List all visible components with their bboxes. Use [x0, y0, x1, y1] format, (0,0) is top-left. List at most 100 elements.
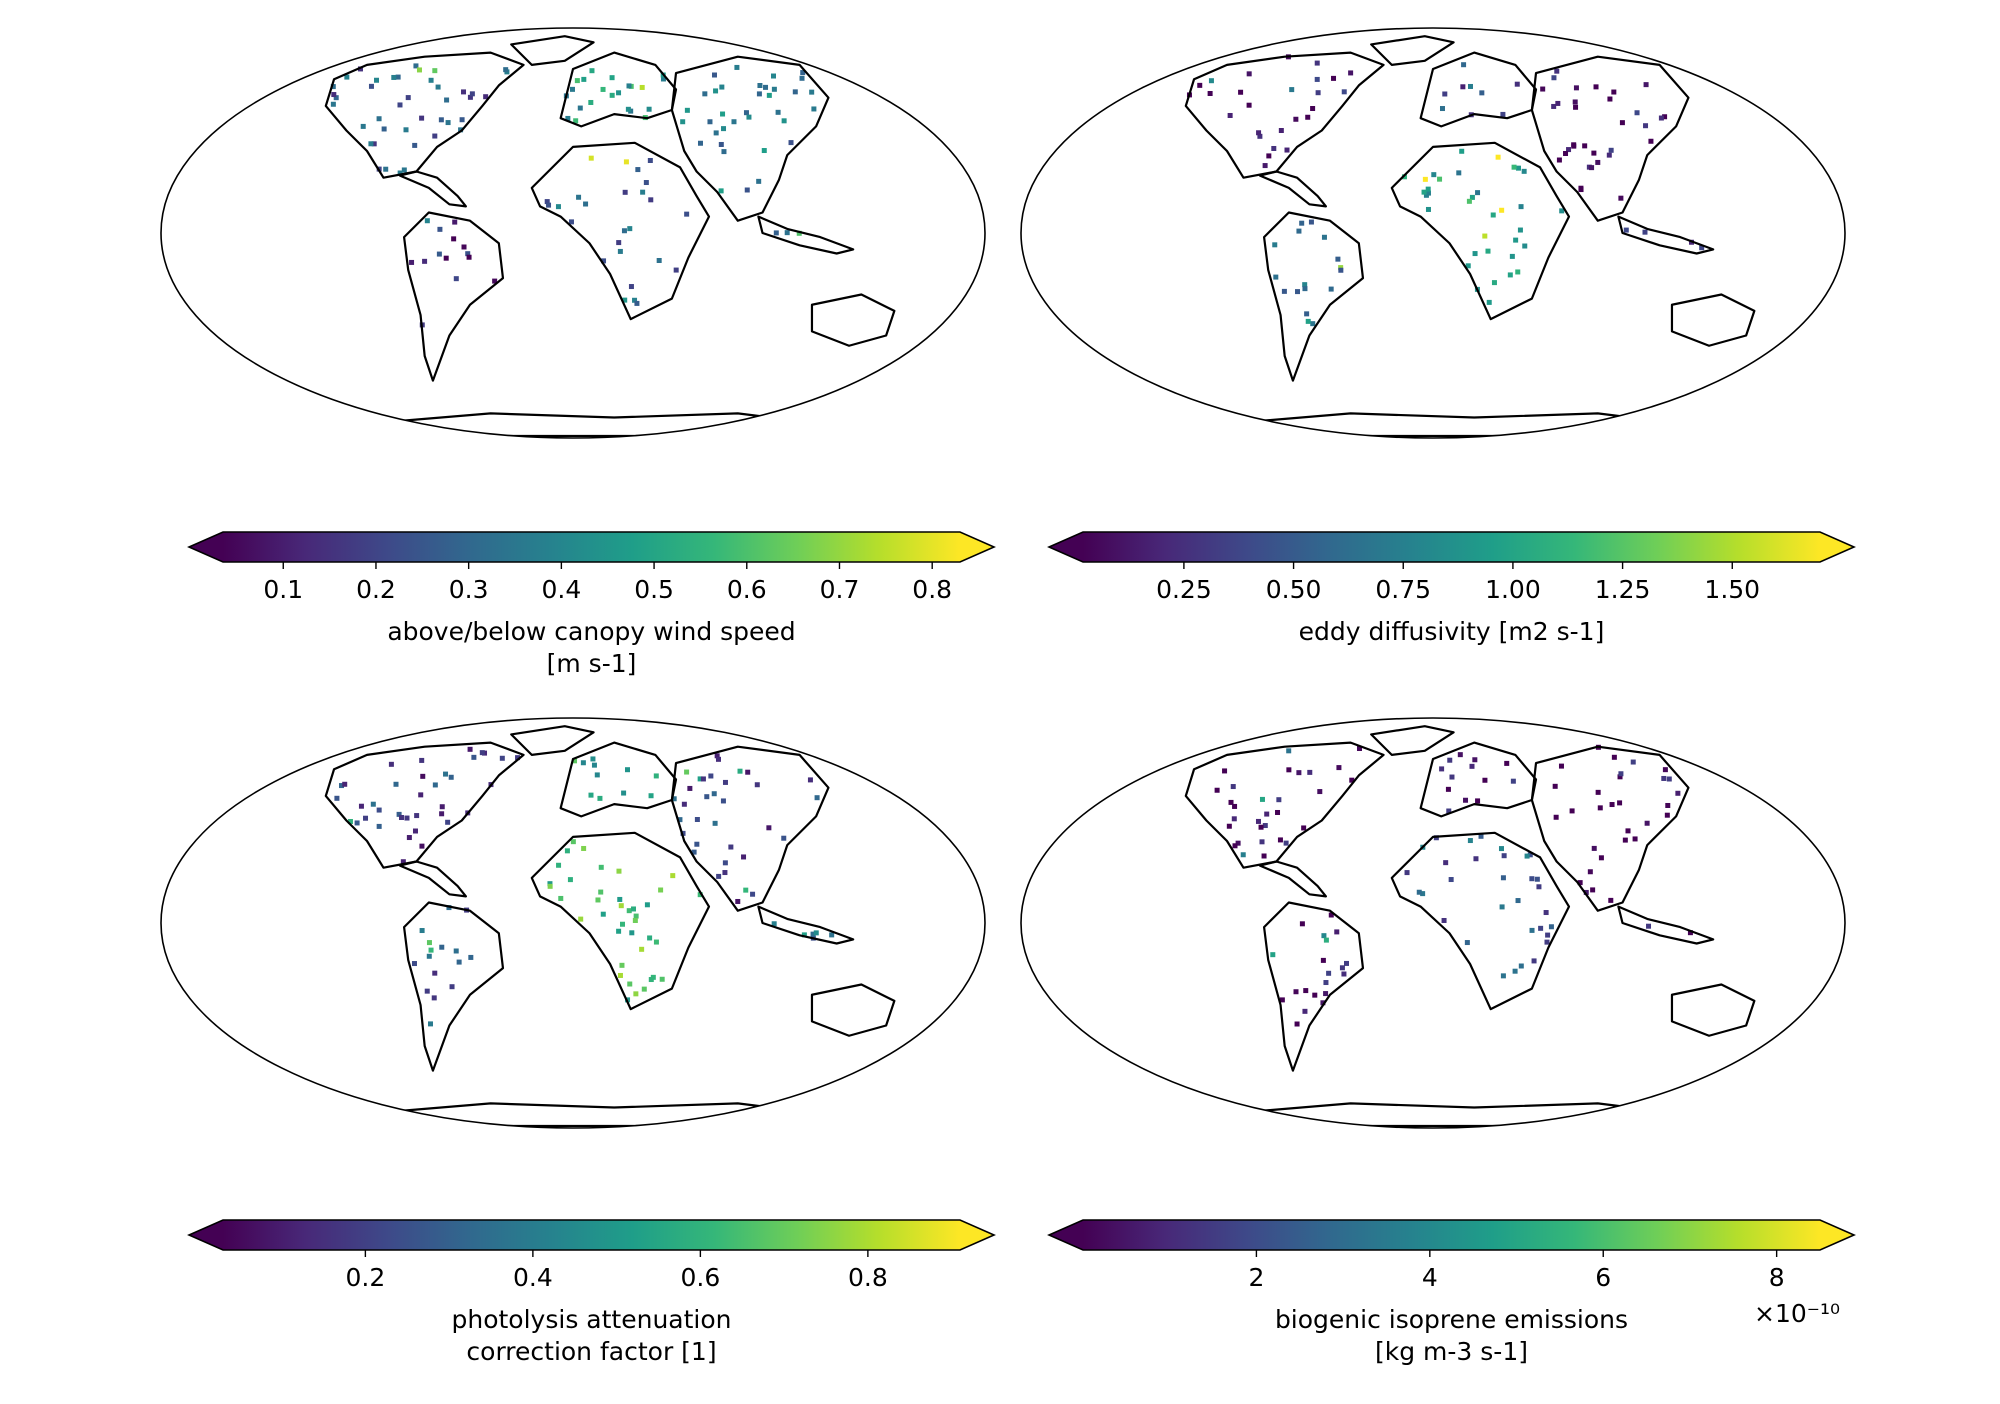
colorbar-tick-label: 0.8: [912, 575, 952, 604]
colorbar-extend-high: [960, 1220, 994, 1250]
colorbar-gradient: [1083, 1220, 1820, 1250]
colorbar-extend-low: [1049, 1220, 1083, 1250]
coastline-centralamerica: [1258, 170, 1327, 208]
map-boundary: [1020, 27, 1846, 439]
map-content: [1021, 28, 1845, 438]
colorbar-gradient: [223, 532, 960, 562]
map-panel-photolysis: 0.2 0.4 0.6 0.8 photolysis attenuation correc…: [160, 717, 996, 1366]
colorbar-tick-label: 0.4: [513, 1263, 553, 1292]
coastline-australia: [810, 983, 896, 1037]
map-boundary: [160, 27, 986, 439]
coastline-northamerica: [324, 741, 525, 869]
coastline-centralamerica: [398, 170, 467, 208]
colorbar-label: [kg m-3 s-1]: [1375, 1337, 1528, 1366]
map-content: [161, 28, 985, 438]
ocean-background: [161, 28, 985, 438]
colorbar-label: correction factor [1]: [466, 1337, 716, 1366]
coastline-northamerica: [1184, 51, 1385, 179]
data-field: [334, 746, 835, 1027]
colorbar-tick-label: 0.75: [1375, 575, 1431, 604]
coastline-seasia: [757, 905, 855, 945]
coastline-greenland: [510, 35, 595, 67]
data-field: [330, 63, 817, 328]
coastline-seasia: [1617, 905, 1715, 945]
colorbar-offset-text: ×10⁻¹⁰: [1754, 1299, 1840, 1328]
colorbar-tick-label: 0.6: [680, 1263, 720, 1292]
colorbar-outline: [187, 531, 996, 563]
coastline-australia: [810, 293, 896, 347]
coastline-asia: [670, 55, 830, 222]
colorbar-outline: [1047, 1219, 1856, 1251]
colorbar-extend-low: [1049, 532, 1083, 562]
ocean-background: [161, 718, 985, 1128]
map-panel-wind: 0.1 0.2 0.3 0.4 0.5 0.6 0.7 0.8 above/below cano…: [160, 27, 996, 678]
colorbar-gradient: [223, 1220, 960, 1250]
colorbar-extend-low: [189, 1220, 223, 1250]
colorbar-tick-label: 1.00: [1485, 575, 1541, 604]
colorbar-tick-label: 0.4: [541, 575, 581, 604]
colorbar-tick-label: 0.3: [449, 575, 489, 604]
ocean-background: [1021, 718, 1845, 1128]
coastline-africa: [1390, 831, 1571, 1011]
map-panel-eddy: 0.25 0.50 0.75 1.00 1.25 1.50 eddy diffusivity…: [1020, 27, 1856, 646]
coastline-centralamerica: [398, 860, 467, 898]
colorbar-wind: 0.1 0.2 0.3 0.4 0.5 0.6 0.7 0.8 above/below cano…: [187, 531, 996, 678]
colorbar-label: biogenic isoprene emissions: [1275, 1305, 1628, 1334]
colorbar-label: eddy diffusivity [m2 s-1]: [1299, 617, 1605, 646]
coastline-centralamerica: [1258, 860, 1327, 898]
colorbar-extend-high: [960, 532, 994, 562]
coastline-asia: [1530, 745, 1690, 912]
map-content: [161, 718, 985, 1128]
coastline-asia: [1530, 55, 1690, 222]
coastline-southamerica: [1262, 901, 1365, 1072]
coastline-africa: [530, 141, 711, 321]
map-boundary: [160, 717, 986, 1129]
colorbar-eddy: 0.25 0.50 0.75 1.00 1.25 1.50 eddy diffusivity…: [1047, 531, 1856, 646]
coastline-australia: [1670, 293, 1756, 347]
colorbar-tick-label: 0.2: [356, 575, 396, 604]
colorbar-tick-label: 8: [1769, 1263, 1785, 1292]
coastline-greenland: [1370, 35, 1455, 67]
colorbar-tick-label: 0.25: [1156, 575, 1212, 604]
coastline-southamerica: [402, 901, 505, 1072]
map-boundary: [1020, 717, 1846, 1129]
colorbar-extend-low: [189, 532, 223, 562]
coastline-asia: [670, 745, 830, 912]
ocean-background: [1021, 28, 1845, 438]
colorbar-gradient: [1083, 532, 1820, 562]
coastline-greenland: [1370, 725, 1455, 757]
coastline-seasia: [757, 215, 855, 255]
colorbar-tick-label: 0.8: [848, 1263, 888, 1292]
colorbar-tick-label: 0.2: [345, 1263, 385, 1292]
colorbar-isoprene: 2 4 6 8 biogenic isoprene emissions [kg m-3 s…: [1047, 1219, 1856, 1366]
colorbar-tick-label: 0.7: [820, 575, 860, 604]
colorbar-extend-high: [1820, 532, 1854, 562]
colorbar-tick-label: 0.5: [634, 575, 674, 604]
colorbar-label: photolysis attenuation: [452, 1305, 732, 1334]
colorbar-tick-label: 0.1: [263, 575, 303, 604]
colorbar-extend-high: [1820, 1220, 1854, 1250]
colorbar-tick-label: 6: [1595, 1263, 1611, 1292]
coastline-africa: [530, 831, 711, 1011]
coastline-northamerica: [324, 51, 525, 179]
colorbar-label: above/below canopy wind speed: [387, 617, 795, 646]
colorbar-photolysis: 0.2 0.4 0.6 0.8 photolysis attenuation correc…: [187, 1219, 996, 1366]
coastline-northamerica: [1184, 741, 1385, 869]
colorbar-tick-label: 0.6: [727, 575, 767, 604]
colorbar-outline: [187, 1219, 996, 1251]
coastline-australia: [1670, 983, 1756, 1037]
colorbar-tick-label: 2: [1248, 1263, 1264, 1292]
map-panel-isoprene: 2 4 6 8 biogenic isoprene emissions [kg m-3 s…: [1020, 717, 1856, 1366]
coastline-seasia: [1617, 215, 1715, 255]
coastline-southamerica: [402, 211, 505, 382]
coastline-southamerica: [1262, 211, 1365, 382]
colorbar-outline: [1047, 531, 1856, 563]
coastline-greenland: [510, 725, 595, 757]
coastline-africa: [1390, 141, 1571, 321]
colorbar-tick-label: 0.50: [1266, 575, 1322, 604]
colorbar-tick-label: 1.25: [1595, 575, 1651, 604]
map-content: [1021, 718, 1845, 1128]
colorbar-tick-label: 1.50: [1704, 575, 1760, 604]
